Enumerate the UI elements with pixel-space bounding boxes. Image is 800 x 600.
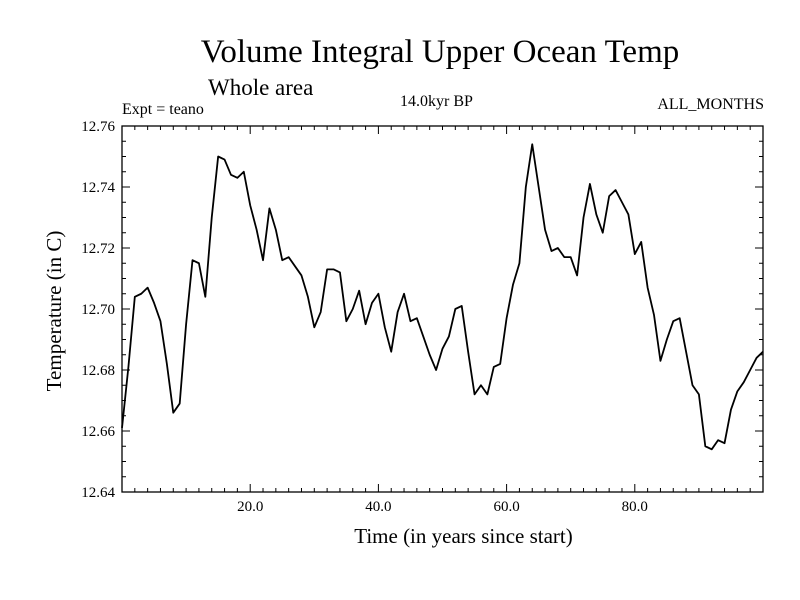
y-tick-label: 12.70 [81, 302, 115, 318]
x-tick-label: 20.0 [237, 499, 263, 515]
x-tick-label: 40.0 [365, 499, 391, 515]
plot-frame [121, 125, 764, 493]
y-axis-label: Temperature (in C) [42, 231, 66, 392]
months-label: ALL_MONTHS [657, 96, 764, 113]
y-tick-label: 12.68 [81, 363, 115, 379]
chart-subtitle: Whole area [208, 75, 314, 100]
period-label: 14.0kyr BP [400, 93, 473, 110]
x-tick-label: 60.0 [493, 499, 519, 515]
y-tick-label: 12.76 [81, 119, 115, 135]
x-tick-label: 80.0 [622, 499, 648, 515]
y-tick-label: 12.74 [81, 180, 115, 196]
x-axis-label: Time (in years since start) [354, 524, 573, 548]
y-tick-label: 12.66 [81, 424, 115, 440]
y-tick-label: 12.72 [81, 241, 115, 257]
experiment-label: Expt = teano [122, 101, 204, 118]
y-tick-label: 12.64 [81, 485, 115, 501]
chart-title: Volume Integral Upper Ocean Temp [200, 34, 680, 70]
series-line-temperature [121, 143, 764, 451]
